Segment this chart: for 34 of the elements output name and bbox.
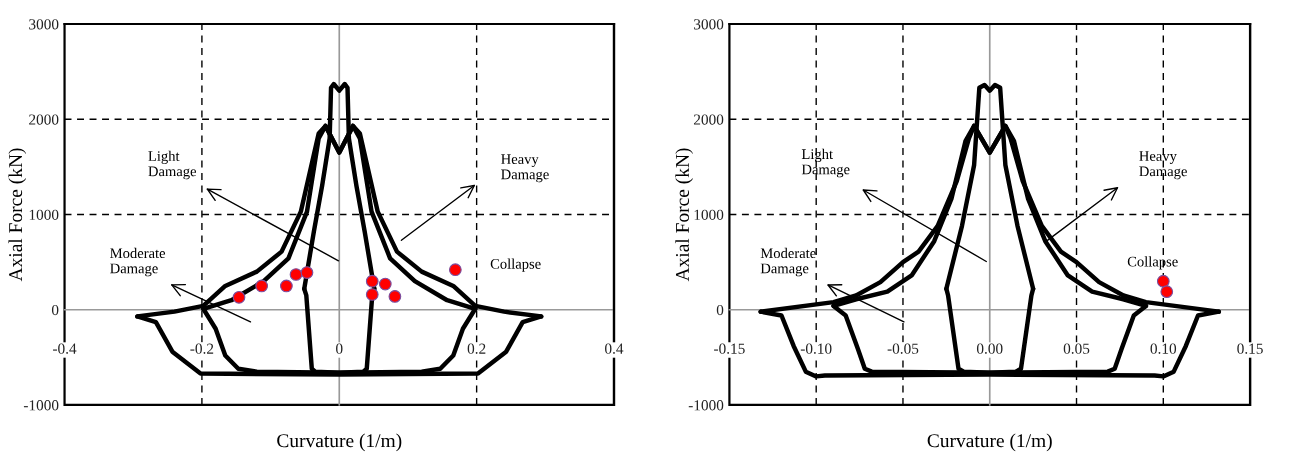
x-tick-label: 0.10 [1150, 343, 1177, 354]
y-tick-label: 1000 [694, 209, 724, 220]
y-tick-label: -1000 [23, 400, 59, 411]
y-tick-label: 2000 [29, 114, 59, 125]
x-axis-title: Curvature (1/m) [277, 433, 402, 452]
annotation: Moderate Damage [110, 247, 166, 277]
y-tick-label: 3000 [694, 19, 724, 30]
x-tick-label: 0.15 [1237, 343, 1263, 354]
x-tick-label: -0.05 [887, 343, 919, 354]
x-tick-label: 0.00 [976, 343, 1003, 354]
y-tick-label: 3000 [29, 19, 59, 30]
x-tick-label: -0.2 [190, 343, 214, 354]
x-tick-label: 0.05 [1063, 343, 1090, 354]
y-axis-title: Axial Force (kN) [8, 148, 27, 282]
annotation: Collapse [1127, 256, 1178, 270]
annotation: Light Damage [148, 150, 197, 180]
y-tick-label: 1000 [29, 209, 59, 220]
y-tick-label: 0 [716, 304, 724, 316]
y-tick-label: -1000 [688, 400, 724, 411]
y-tick-label: 2000 [693, 114, 724, 125]
y-tick-label: 0 [51, 304, 59, 316]
x-axis-title: Curvature (1/m) [927, 433, 1052, 452]
annotation: Collapse [490, 258, 541, 272]
x-tick-label: -0.15 [714, 343, 745, 354]
x-tick-label: -0.4 [53, 343, 77, 354]
annotation: Heavy Damage [501, 154, 549, 183]
x-tick-label: -0.10 [800, 343, 832, 354]
annotation: Light Damage [801, 148, 850, 178]
x-tick-label: 0 [336, 343, 343, 354]
x-tick-label: 0.4 [605, 343, 624, 354]
y-axis-title: Axial Force (kN) [675, 148, 693, 282]
x-tick-label: 0.2 [467, 343, 486, 354]
annotation: Heavy Damage [1139, 151, 1187, 180]
annotation: Moderate Damage [760, 247, 816, 277]
